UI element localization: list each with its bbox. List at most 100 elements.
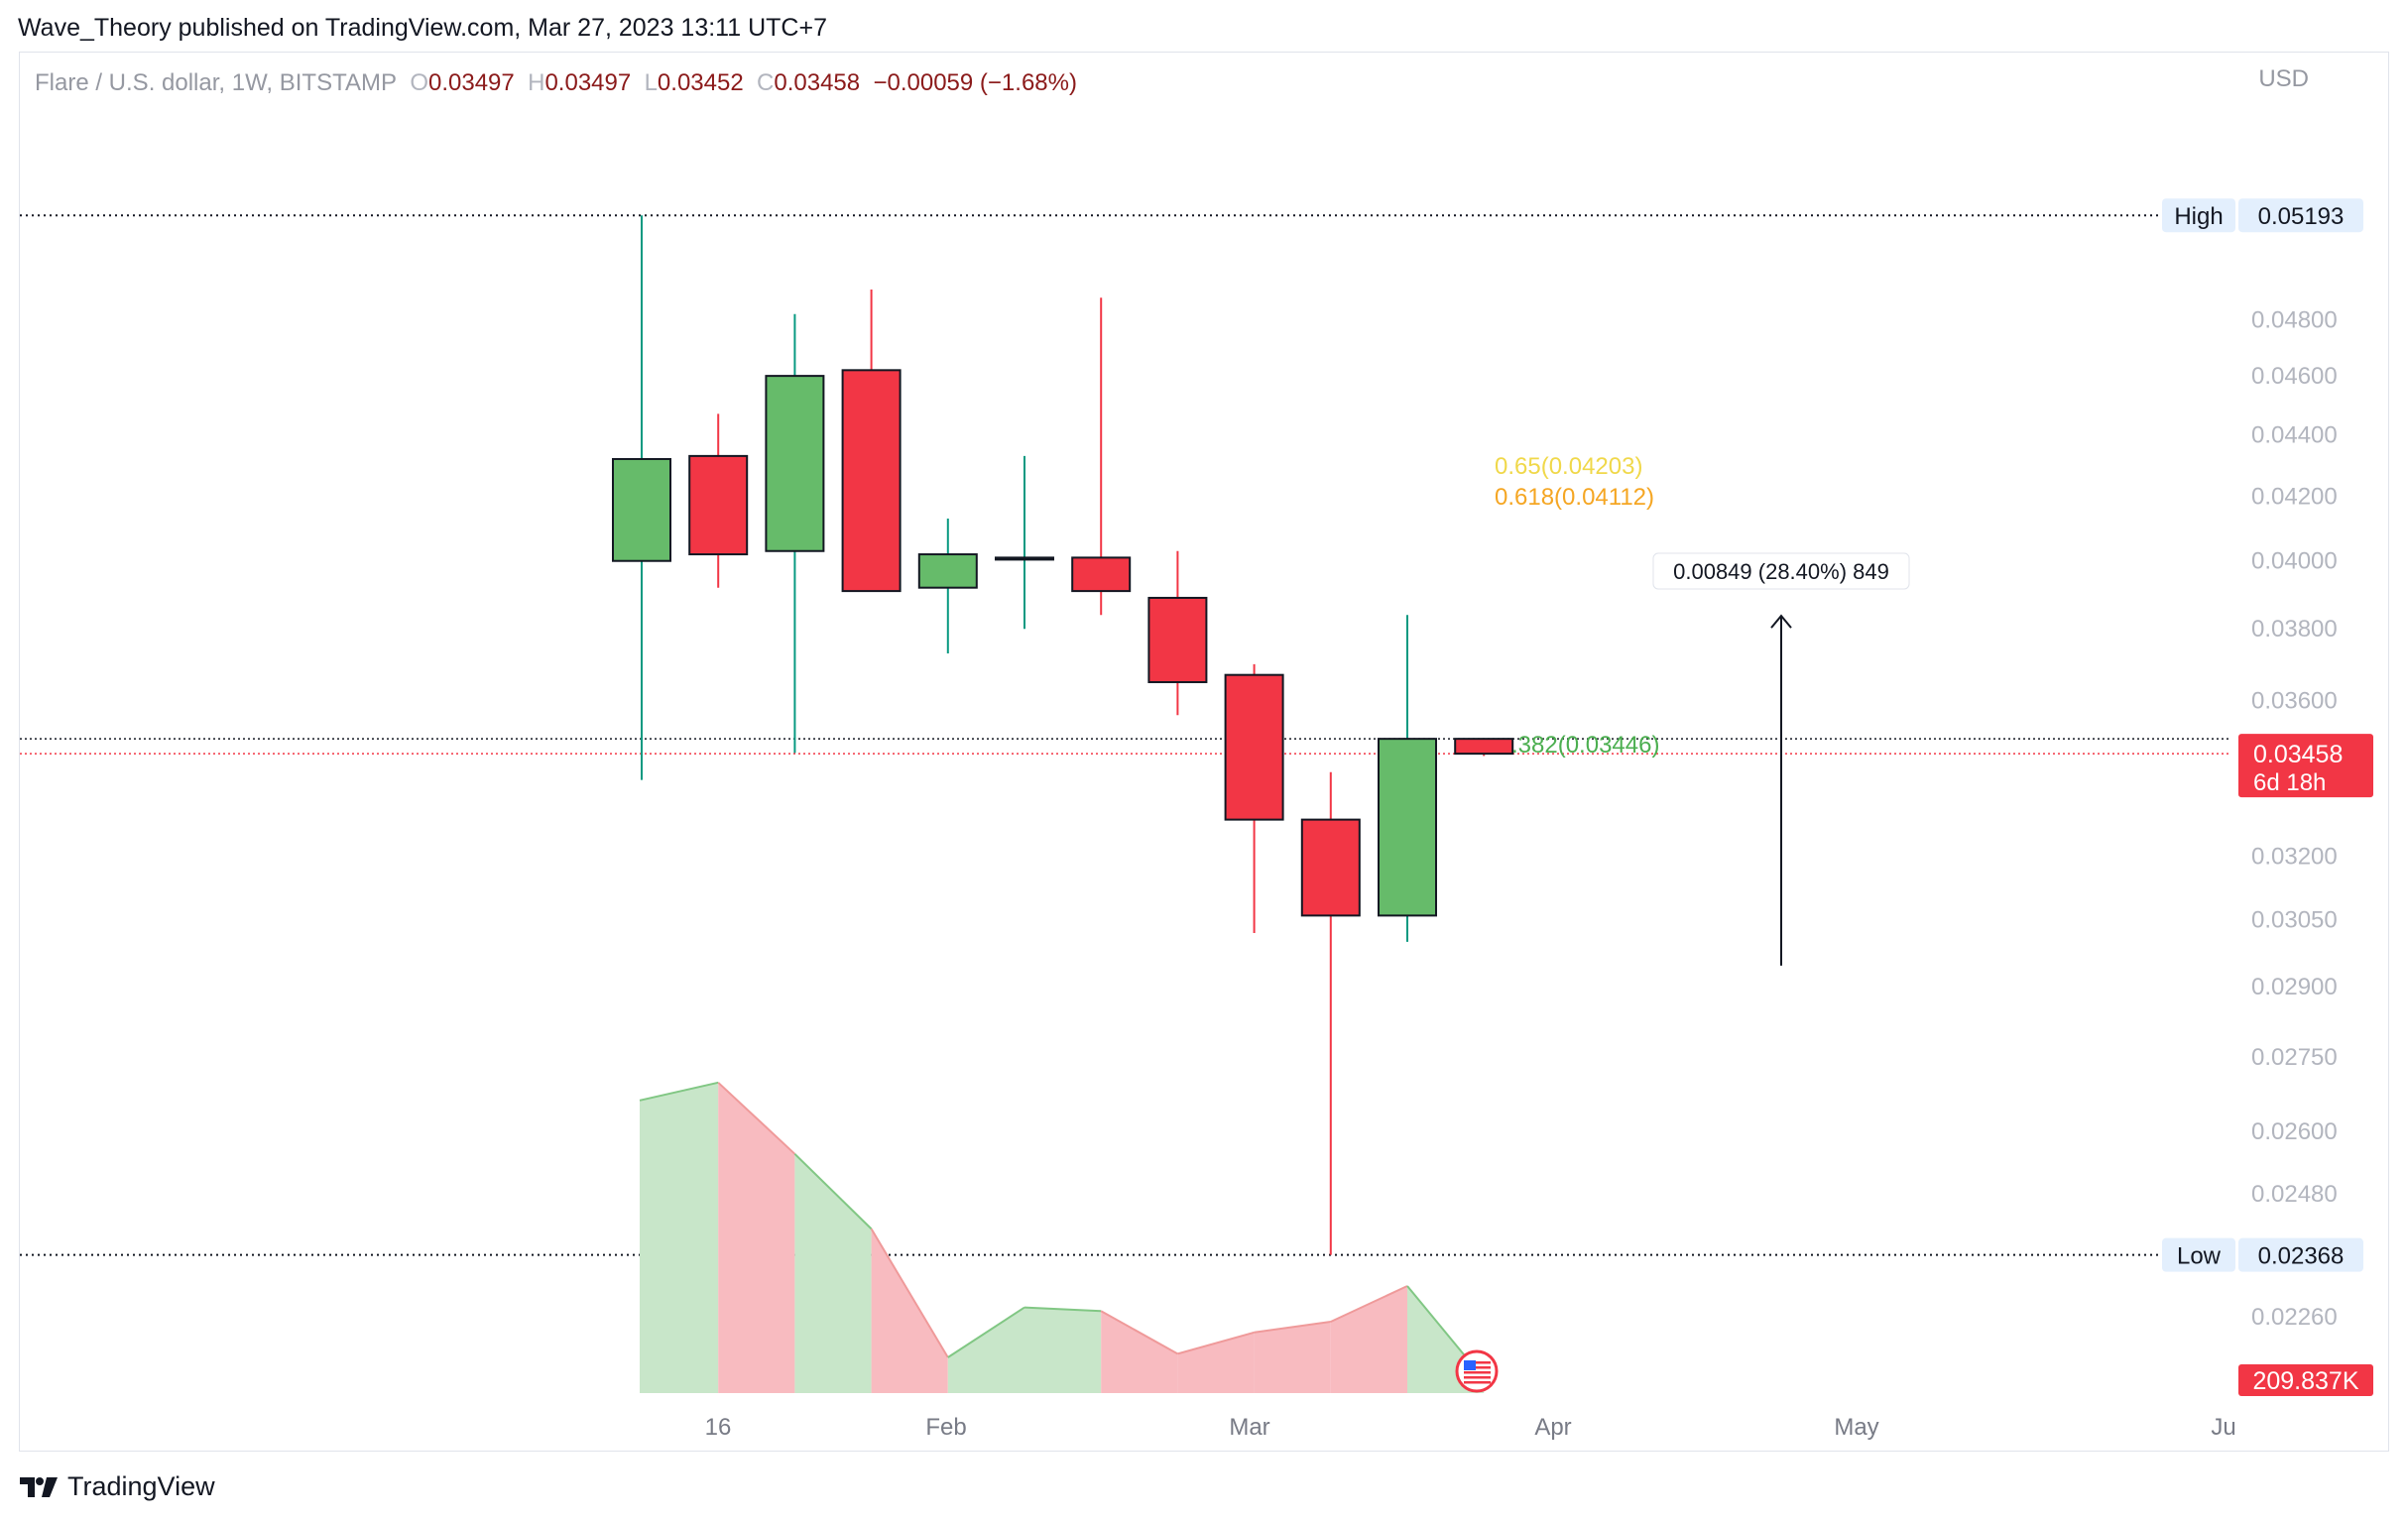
candle-body [688,454,749,556]
symbol-name[interactable]: Flare / U.S. dollar, 1W, BITSTAMP [35,69,397,96]
x-tick-label: Apr [1534,1414,1571,1441]
y-tick-label: 0.03600 [2251,687,2338,714]
high-value: 0.05193 [2258,203,2345,230]
y-tick-label: 0.04800 [2251,306,2338,333]
y-tick-label: 0.03050 [2251,907,2338,934]
volume-line [717,1082,796,1155]
high-value-badge [2238,198,2363,233]
candle-body [765,375,825,552]
y-tick-label: 0.03800 [2251,616,2338,643]
y-tick-label: 0.04200 [2251,484,2338,511]
volume-line [639,1081,719,1102]
volume-area [1101,1311,1178,1393]
volume-area [1177,1332,1255,1393]
volume-area [794,1153,872,1393]
volume-area [947,1307,1024,1393]
low-label: Low [2177,1243,2222,1270]
candle [1071,297,1132,616]
us-flag-icon [1455,1349,1499,1393]
y-tick-label: 0.04000 [2251,548,2338,575]
candle [612,215,671,780]
volume-area [1330,1286,1407,1393]
fib-label: 0.65(0.04203) [1495,453,1642,480]
candle [1300,771,1361,1255]
close-key: C [757,69,775,96]
footer-brand: TradingView [67,1471,215,1501]
x-tick-label: May [1834,1414,1878,1441]
candle-body [995,556,1054,561]
candle-body [1224,673,1284,821]
measure-arrow-icon [1770,614,1792,629]
open-value: 0.03497 [428,69,515,96]
x-tick-label: 16 [705,1414,732,1441]
y-tick-label: 0.04400 [2251,421,2338,448]
fib-label: .382(0.03446) [1511,732,1659,759]
x-tick-label: Mar [1229,1414,1269,1441]
y-tick-label: 0.04600 [2251,363,2338,390]
candle [1378,615,1437,942]
change-value: −0.00059 (−1.68%) [873,69,1077,96]
candle-body [1147,596,1208,683]
currency-label[interactable]: USD [2258,65,2309,92]
volume-line [1177,1331,1255,1355]
high-key: H [528,69,545,96]
candle-body [841,369,902,593]
candle [1454,738,1514,757]
candle [765,313,825,754]
measure-label-box [1652,552,1910,590]
last-price-countdown: 6d 18h [2253,769,2326,796]
volume-line [1100,1310,1178,1355]
high-label: High [2174,203,2223,230]
candle [1147,550,1208,716]
high-value: 0.03497 [544,69,632,96]
y-tick-label: 0.02260 [2251,1304,2338,1331]
candle [1224,663,1284,933]
volume-area [718,1082,795,1393]
volume-line [1254,1321,1331,1334]
candle-body [1071,556,1132,593]
publisher-line: Wave_Theory published on TradingView.com… [18,14,827,42]
candle [841,290,902,593]
low-value-badge [2238,1237,2363,1272]
tradingview-logo-icon [20,1476,58,1497]
low-label-badge [2162,1237,2235,1272]
last-price-badge [2238,734,2373,798]
candle-body [1454,738,1514,756]
candle-body [1300,818,1361,917]
volume-area [871,1228,948,1393]
volume-line [870,1228,949,1358]
volume-line [1023,1306,1102,1313]
volume-area [640,1082,719,1393]
candle-body [917,553,978,589]
low-key: L [644,69,658,96]
volume-area [1024,1307,1102,1393]
candle [688,413,749,588]
measure-label: 0.00849 (28.40%) 849 [1673,559,1889,584]
volume-line [1330,1285,1408,1323]
low-value: 0.02368 [2258,1243,2345,1270]
candle-body [1378,738,1437,917]
volume-area [1254,1322,1331,1393]
candle-body [612,457,671,562]
candle [995,455,1054,630]
y-tick-label: 0.02600 [2251,1118,2338,1145]
x-tick-label: Ju [2211,1414,2235,1441]
y-tick-label: 0.02900 [2251,974,2338,1000]
volume-badge [2238,1364,2373,1396]
chart-frame [19,52,2389,1452]
candle [917,519,978,654]
footer: TradingView [18,1471,215,1502]
volume-line [947,1306,1025,1358]
close-value: 0.03458 [774,69,861,96]
x-tick-label: Feb [925,1414,966,1441]
last-price-value: 0.03458 [2253,741,2343,768]
volume-value: 209.837K [2252,1367,2358,1395]
symbol-legend: Flare / U.S. dollar, 1W, BITSTAMP O0.034… [35,69,1077,97]
volume-line [793,1153,873,1230]
high-label-badge [2162,198,2235,233]
low-value: 0.03452 [657,69,744,96]
fib-label: 0.618(0.04112) [1495,484,1654,511]
y-tick-label: 0.03200 [2251,844,2338,871]
y-tick-label: 0.02480 [2251,1181,2338,1208]
